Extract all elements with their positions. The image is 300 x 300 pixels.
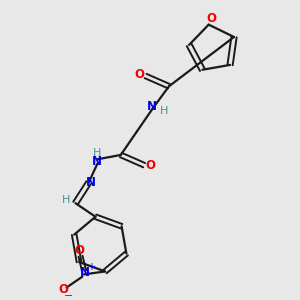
Text: O: O xyxy=(134,68,144,81)
Text: N: N xyxy=(147,100,157,113)
Text: N: N xyxy=(92,155,102,168)
Text: +: + xyxy=(87,262,95,272)
Text: O: O xyxy=(58,284,69,296)
Text: H: H xyxy=(93,148,101,158)
Text: H: H xyxy=(62,195,70,205)
Text: O: O xyxy=(74,244,84,257)
Text: N: N xyxy=(80,266,90,279)
Text: N: N xyxy=(86,176,96,189)
Text: −: − xyxy=(64,291,74,300)
Text: H: H xyxy=(160,106,168,116)
Text: O: O xyxy=(206,12,216,25)
Text: O: O xyxy=(146,159,156,172)
